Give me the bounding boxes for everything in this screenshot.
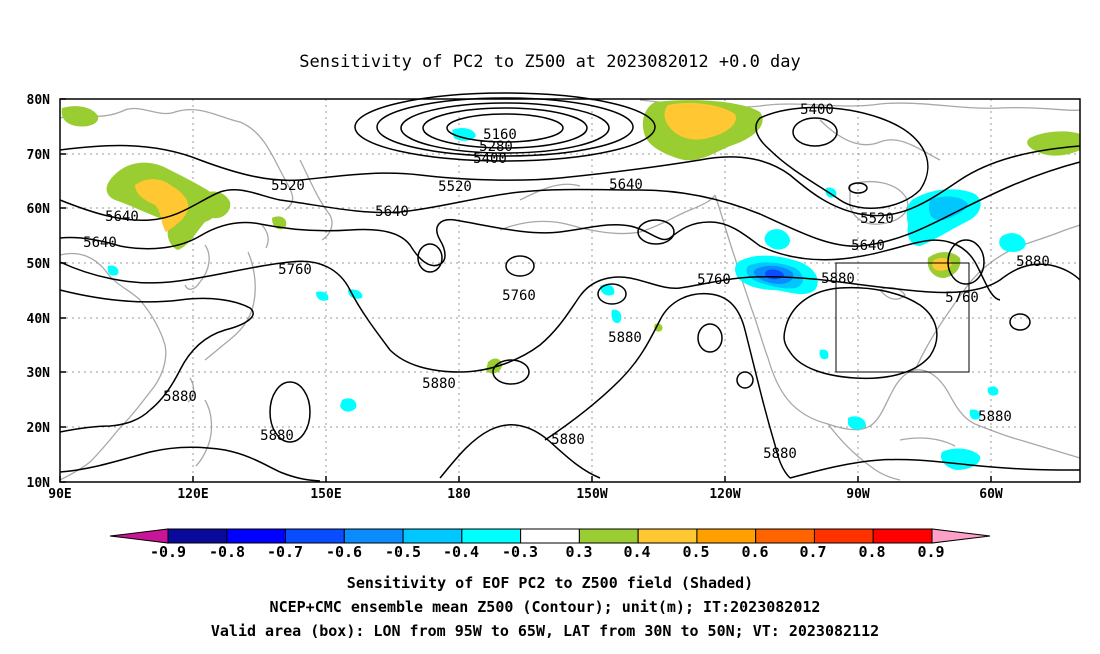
- colorbar-cell: [461, 528, 522, 544]
- colorbar-high-triangle: [931, 528, 991, 544]
- contour-label: 5640: [83, 235, 117, 251]
- lat-label: 10N: [27, 476, 51, 491]
- contour-label: 5640: [609, 177, 643, 193]
- lat-label: 50N: [27, 257, 51, 272]
- contour-label: 5520: [860, 211, 894, 227]
- contour-label: 5880: [422, 376, 456, 392]
- colorbar-label: -0.7: [267, 543, 303, 561]
- colorbar-label: -0.8: [209, 543, 245, 561]
- colorbar-label: 0.7: [799, 543, 826, 561]
- contour-label: 5880: [1016, 254, 1050, 270]
- colorbar-label: 0.9: [917, 543, 944, 561]
- contour-label: 5880: [978, 409, 1012, 425]
- contour-label: 5160: [483, 127, 517, 143]
- colorbar-cell: [813, 528, 874, 544]
- colorbar-label: 0.3: [565, 543, 592, 561]
- colorbar-cell: [578, 528, 639, 544]
- lon-label: 90E: [48, 487, 71, 502]
- colorbar: -0.9 -0.8 -0.7 -0.6 -0.5 -0.4 -0.3 0.3 0…: [109, 528, 991, 561]
- lon-label: 150E: [310, 487, 341, 502]
- contour-label: 5760: [697, 272, 731, 288]
- contour-label: 5880: [163, 389, 197, 405]
- colorbar-label: 0.5: [682, 543, 709, 561]
- contour-label: 5640: [851, 238, 885, 254]
- colorbar-cell: [520, 528, 580, 544]
- lat-label: 30N: [27, 366, 51, 381]
- contour-label: 5280: [479, 139, 513, 155]
- colorbar-label: 0.6: [741, 543, 768, 561]
- contour-label: 5880: [260, 428, 294, 444]
- latitude-labels: 80N 70N 60N 50N 40N 30N 20N 10N: [27, 93, 51, 491]
- coastlines: [59, 99, 1081, 481]
- footer: Sensitivity of EOF PC2 to Z500 field (Sh…: [211, 574, 879, 640]
- footer-line-1: Sensitivity of EOF PC2 to Z500 field (Sh…: [347, 574, 753, 592]
- footer-line-2: NCEP+CMC ensemble mean Z500 (Contour); u…: [270, 598, 821, 616]
- contour-label: 5520: [438, 179, 472, 195]
- lat-label: 20N: [27, 421, 51, 436]
- contour-label: 5880: [763, 446, 797, 462]
- contour-label: 5880: [821, 271, 855, 287]
- z500-contours: [59, 92, 1081, 482]
- colorbar-cell: [872, 528, 933, 544]
- colorbar-cell: [755, 528, 815, 544]
- colorbar-label: -0.6: [326, 543, 362, 561]
- lon-label: 120W: [709, 487, 740, 502]
- lon-label: 180: [447, 487, 471, 502]
- lon-label: 60W: [979, 487, 1003, 502]
- map-frame: [59, 98, 1081, 483]
- lon-label: 150W: [576, 487, 607, 502]
- contour-label: 5400: [800, 102, 834, 118]
- colorbar-label: -0.4: [443, 543, 479, 561]
- contour-label: 5520: [271, 178, 305, 194]
- colorbar-cell: [285, 528, 345, 544]
- colorbar-label: 0.4: [623, 543, 650, 561]
- colorbar-label: -0.5: [385, 543, 421, 561]
- contour-label: 5880: [551, 432, 585, 448]
- colorbar-label: -0.3: [502, 543, 538, 561]
- colorbar-label: 0.8: [858, 543, 885, 561]
- lat-label: 70N: [27, 148, 51, 163]
- figure-title: Sensitivity of PC2 to Z500 at 2023082012…: [299, 52, 801, 72]
- colorbar-cell: [343, 528, 404, 544]
- valid-area-box: [835, 262, 970, 373]
- contour-label: 5760: [278, 262, 312, 278]
- contour-label: 5760: [945, 290, 979, 306]
- colorbar-low-triangle: [109, 528, 169, 544]
- longitude-labels: 90E 120E 150E 180 150W 120W 90W 60W: [48, 487, 1003, 502]
- lon-label: 120E: [177, 487, 208, 502]
- colorbar-cell: [637, 528, 698, 544]
- contour-label: 5400: [473, 151, 507, 167]
- contour-label: 5760: [502, 288, 536, 304]
- colorbar-cell: [226, 528, 287, 544]
- lat-label: 60N: [27, 202, 51, 217]
- lon-label: 90W: [846, 487, 870, 502]
- lat-label: 40N: [27, 312, 51, 327]
- colorbar-cells: [167, 528, 933, 544]
- footer-line-3: Valid area (box): LON from 95W to 65W, L…: [211, 622, 879, 640]
- colorbar-cell: [696, 528, 757, 544]
- lat-label: 80N: [27, 93, 51, 108]
- sensitivity-shading: [61, 100, 1080, 470]
- contour-label: 5640: [375, 204, 409, 220]
- grid-lines: [60, 99, 1080, 482]
- contour-label: 5880: [608, 330, 642, 346]
- colorbar-label: -0.9: [150, 543, 186, 561]
- map-panel: 5160 5280 5400 5400 5520 5520 5520 5640 …: [27, 92, 1081, 502]
- contour-labels: 5160 5280 5400 5400 5520 5520 5520 5640 …: [83, 102, 1050, 462]
- colorbar-cell: [402, 528, 463, 544]
- colorbar-cell: [167, 528, 228, 544]
- colorbar-labels: -0.9 -0.8 -0.7 -0.6 -0.5 -0.4 -0.3 0.3 0…: [150, 543, 945, 561]
- contour-label: 5640: [105, 209, 139, 225]
- axis-ticks: [59, 98, 992, 483]
